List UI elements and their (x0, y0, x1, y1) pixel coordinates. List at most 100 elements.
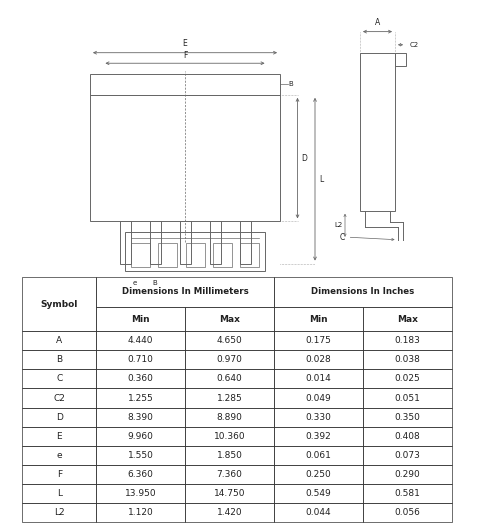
Text: A: A (375, 18, 380, 27)
Bar (274, 426, 363, 446)
Bar (274, 331, 363, 350)
Text: 0.025: 0.025 (394, 375, 420, 384)
Bar (185, 331, 274, 350)
Bar (185, 407, 274, 426)
Text: Min: Min (309, 315, 328, 324)
Text: e: e (56, 451, 62, 460)
Bar (185, 465, 274, 484)
Text: 0.640: 0.640 (216, 375, 242, 384)
Text: 8.890: 8.890 (216, 413, 242, 422)
Bar (120, 221, 130, 264)
Text: 0.038: 0.038 (394, 355, 420, 365)
Text: C: C (340, 232, 345, 242)
Bar (180, 221, 190, 264)
Text: 0.392: 0.392 (306, 432, 332, 441)
Bar (96, 307, 185, 331)
Bar (274, 407, 363, 426)
Bar (240, 221, 250, 264)
Text: B: B (56, 355, 62, 365)
Text: L: L (319, 174, 323, 184)
Text: F: F (56, 470, 62, 479)
Text: 1.850: 1.850 (216, 451, 242, 460)
Bar (363, 426, 452, 446)
Text: D: D (56, 413, 62, 422)
Text: C2: C2 (410, 42, 419, 48)
Bar (96, 331, 185, 350)
Bar (274, 503, 363, 522)
Bar (360, 53, 395, 211)
Text: 0.044: 0.044 (306, 508, 331, 516)
Text: 0.183: 0.183 (394, 336, 420, 345)
Bar (90, 74, 280, 95)
Bar (363, 331, 452, 350)
Text: 0.056: 0.056 (394, 508, 420, 516)
Text: 13.950: 13.950 (125, 489, 156, 497)
Text: 0.175: 0.175 (306, 336, 332, 345)
Bar (22, 388, 97, 407)
Bar (22, 446, 97, 465)
Bar (185, 426, 274, 446)
Bar (22, 277, 97, 331)
Text: 10.360: 10.360 (214, 432, 246, 441)
Text: 0.290: 0.290 (394, 470, 420, 479)
Text: 0.970: 0.970 (216, 355, 242, 365)
Bar (22, 350, 97, 369)
Bar (274, 465, 363, 484)
Text: Dimensions In Inches: Dimensions In Inches (311, 287, 414, 296)
Text: 0.028: 0.028 (306, 355, 332, 365)
Text: 1.550: 1.550 (128, 451, 154, 460)
Text: 4.650: 4.650 (216, 336, 242, 345)
Bar (274, 446, 363, 465)
Bar (274, 277, 452, 307)
Text: Symbol: Symbol (40, 299, 78, 308)
Text: 1.255: 1.255 (128, 394, 154, 403)
Bar (22, 331, 97, 350)
Bar (395, 53, 406, 66)
Text: 0.581: 0.581 (394, 489, 420, 497)
Bar (274, 388, 363, 407)
Bar (22, 503, 97, 522)
Text: 0.710: 0.710 (128, 355, 154, 365)
Text: 1.420: 1.420 (217, 508, 242, 516)
Text: D: D (302, 153, 308, 163)
Bar (22, 426, 97, 446)
Bar (96, 388, 185, 407)
Text: F: F (183, 51, 187, 60)
Text: 6.360: 6.360 (128, 470, 154, 479)
Bar (274, 484, 363, 503)
Text: L2: L2 (334, 222, 342, 228)
Bar (158, 243, 177, 267)
Bar (185, 350, 274, 369)
Text: E: E (56, 432, 62, 441)
Bar (210, 221, 220, 264)
Bar (185, 388, 274, 407)
Text: 0.408: 0.408 (394, 432, 420, 441)
Bar (363, 350, 452, 369)
Bar (363, 388, 452, 407)
Text: 1.120: 1.120 (128, 508, 154, 516)
Text: Dimensions In Millimeters: Dimensions In Millimeters (122, 287, 248, 296)
Bar (150, 221, 160, 264)
Text: 0.250: 0.250 (306, 470, 332, 479)
Bar (363, 484, 452, 503)
Bar (363, 503, 452, 522)
Text: e: e (132, 280, 136, 286)
Bar (363, 307, 452, 331)
Text: 0.350: 0.350 (394, 413, 420, 422)
Bar (186, 243, 204, 267)
Bar (131, 243, 150, 267)
Bar (363, 446, 452, 465)
Bar (96, 503, 185, 522)
Text: A: A (56, 336, 62, 345)
Text: 0.360: 0.360 (128, 375, 154, 384)
Text: 0.049: 0.049 (306, 394, 332, 403)
Bar (274, 369, 363, 388)
Text: 0.014: 0.014 (306, 375, 332, 384)
Bar (213, 243, 232, 267)
Text: 4.440: 4.440 (128, 336, 154, 345)
Bar (363, 369, 452, 388)
Bar (22, 407, 97, 426)
Bar (274, 350, 363, 369)
Text: 14.750: 14.750 (214, 489, 246, 497)
Text: 0.073: 0.073 (394, 451, 420, 460)
